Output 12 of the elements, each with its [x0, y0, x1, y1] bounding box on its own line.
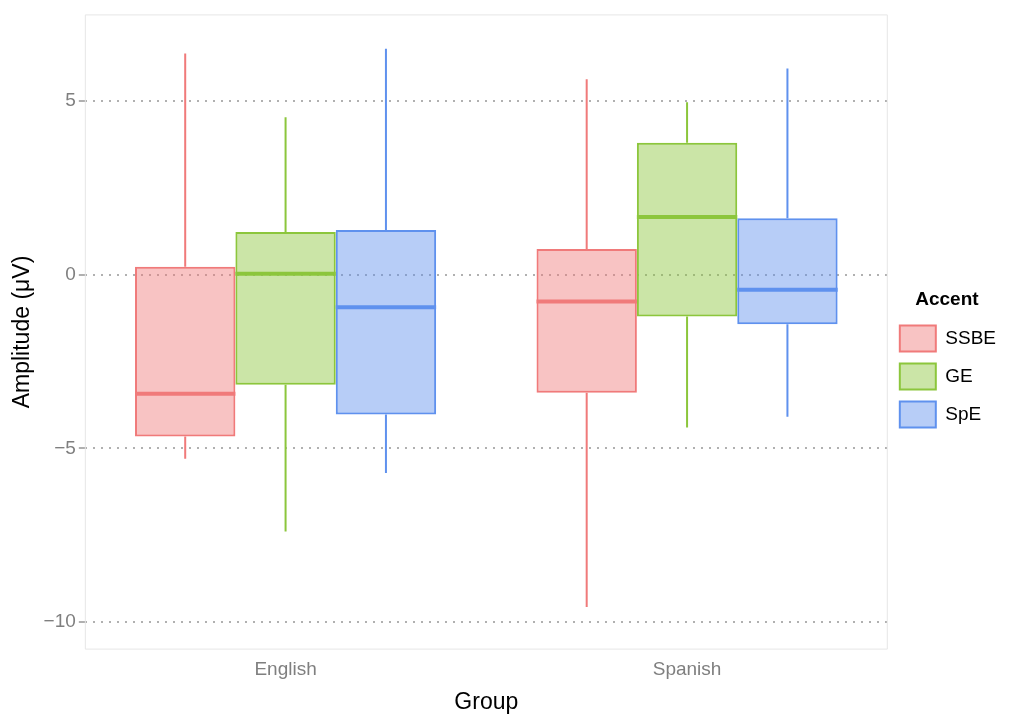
x-tick-label: English: [254, 658, 317, 680]
y-tick-label: −5: [54, 436, 76, 458]
legend-title: Accent: [915, 288, 980, 310]
y-tick-label: 0: [65, 262, 76, 284]
legend-label: SSBE: [945, 326, 997, 348]
y-axis-title: Amplitude (μV): [8, 255, 35, 409]
legend-label: SpE: [945, 402, 982, 424]
y-tick-label: −10: [43, 610, 76, 632]
x-axis-title: Group: [454, 687, 519, 714]
legend-label: GE: [945, 364, 973, 386]
y-tick-label: 5: [65, 89, 76, 111]
x-tick-label: Spanish: [652, 658, 722, 680]
